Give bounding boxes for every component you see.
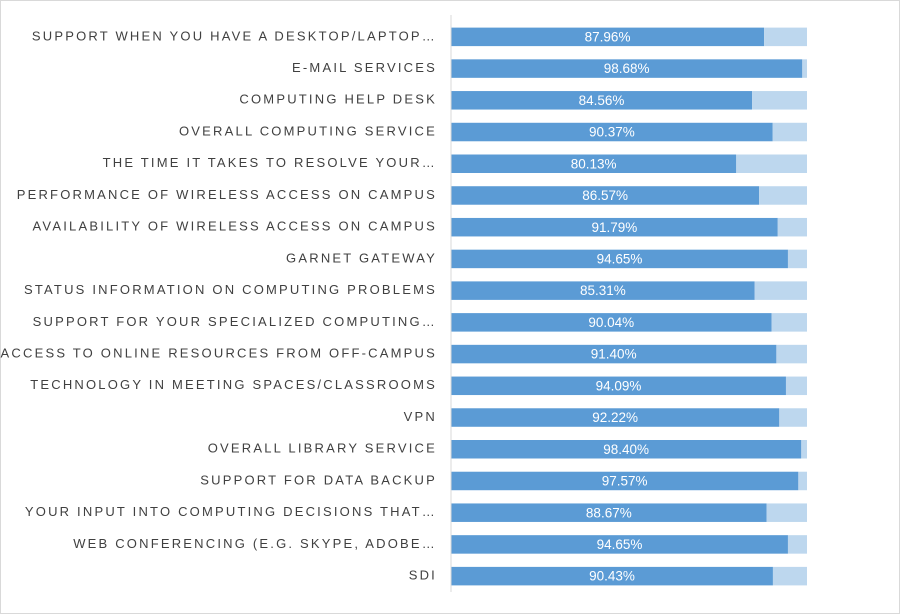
bar-segment	[777, 217, 807, 237]
y-tick-label: SUPPORT FOR YOUR SPECIALIZED COMPUTING…	[33, 314, 437, 329]
y-tick-label: PERFORMANCE OF WIRELESS ACCESS ON CAMPUS	[17, 187, 437, 202]
bar-segment	[736, 154, 807, 173]
y-tick-label: OVERALL LIBRARY SERVICE	[208, 441, 437, 456]
y-tick-label: ACCESS TO ONLINE RESOURCES FROM OFF-CAMP…	[1, 346, 437, 361]
y-tick-label: SDI	[409, 568, 437, 583]
bar-segment	[752, 91, 807, 110]
y-tick-label: WEB CONFERENCING (E.G. SKYPE, ADOBE…	[73, 536, 437, 551]
bar-segment	[766, 503, 807, 522]
bar-segment	[451, 27, 765, 47]
bar-segment	[772, 122, 807, 142]
value-label: 94.65%	[597, 251, 643, 266]
value-label: 90.37%	[589, 125, 635, 140]
value-label: 90.43%	[589, 569, 635, 584]
bar-segment	[785, 376, 807, 396]
bar-segment	[764, 27, 807, 47]
bar-segment	[801, 440, 807, 459]
value-label: 84.56%	[579, 93, 625, 108]
bar-segment	[451, 344, 777, 364]
y-tick-label: OVERALL COMPUTING SERVICE	[179, 123, 437, 138]
y-tick-label: VPN	[404, 409, 437, 424]
bar-segment	[772, 566, 807, 586]
bar-segment	[451, 217, 778, 237]
bar-segment	[451, 154, 737, 173]
bar-segment	[787, 535, 807, 554]
bar-segment	[754, 281, 807, 300]
y-tick-label: SUPPORT WHEN YOU HAVE A DESKTOP/LAPTOP…	[32, 28, 437, 43]
value-label: 88.67%	[586, 505, 632, 520]
bar-segment	[451, 408, 780, 427]
y-tick-label: COMPUTING HELP DESK	[239, 92, 437, 107]
y-tick-label: YOUR INPUT INTO COMPUTING DECISIONS THAT…	[25, 504, 437, 519]
bar-segment	[759, 186, 807, 205]
value-label: 87.96%	[585, 29, 631, 44]
bar-segment	[451, 281, 755, 300]
bar-segment	[451, 376, 786, 396]
value-label: 91.40%	[591, 347, 637, 362]
value-label: 94.65%	[597, 537, 643, 552]
y-tick-label: E-MAIL SERVICES	[292, 60, 437, 75]
bar-segment	[787, 249, 807, 269]
bar-segment	[771, 313, 807, 332]
bar-segment	[451, 566, 773, 586]
y-tick-label: THE TIME IT TAKES TO RESOLVE YOUR…	[103, 155, 437, 170]
bar-segment	[779, 408, 807, 427]
value-label: 94.09%	[596, 378, 642, 393]
value-label: 90.04%	[588, 315, 634, 330]
bar-segment	[451, 91, 753, 110]
bar-segment	[451, 122, 773, 142]
value-label: 92.22%	[592, 410, 638, 425]
bar-segment	[451, 503, 767, 522]
bar-segment	[776, 344, 807, 364]
bar-segment	[451, 249, 788, 269]
bar-segment	[451, 59, 803, 78]
y-tick-label: SUPPORT FOR DATA BACKUP	[200, 472, 437, 487]
bar-segment	[451, 313, 772, 332]
value-label: 80.13%	[571, 156, 617, 171]
value-label: 98.40%	[603, 442, 649, 457]
y-tick-label: GARNET GATEWAY	[286, 250, 437, 265]
y-tick-label: STATUS INFORMATION ON COMPUTING PROBLEMS	[24, 282, 437, 297]
bar-segment	[451, 471, 799, 491]
value-label: 86.57%	[582, 188, 628, 203]
bar-segment	[798, 471, 807, 491]
value-label: 91.79%	[591, 220, 637, 235]
bar-segment	[451, 535, 788, 554]
value-label: 98.68%	[604, 61, 650, 76]
bar-segment	[451, 186, 760, 205]
y-tick-label: AVAILABILITY OF WIRELESS ACCESS ON CAMPU…	[33, 219, 437, 234]
value-label: 85.31%	[580, 283, 626, 298]
value-label: 97.57%	[602, 474, 648, 489]
bar-segment	[802, 59, 807, 78]
y-tick-label: TECHNOLOGY IN MEETING SPACES/CLASSROOMS	[30, 377, 437, 392]
bar-segment	[451, 440, 802, 459]
